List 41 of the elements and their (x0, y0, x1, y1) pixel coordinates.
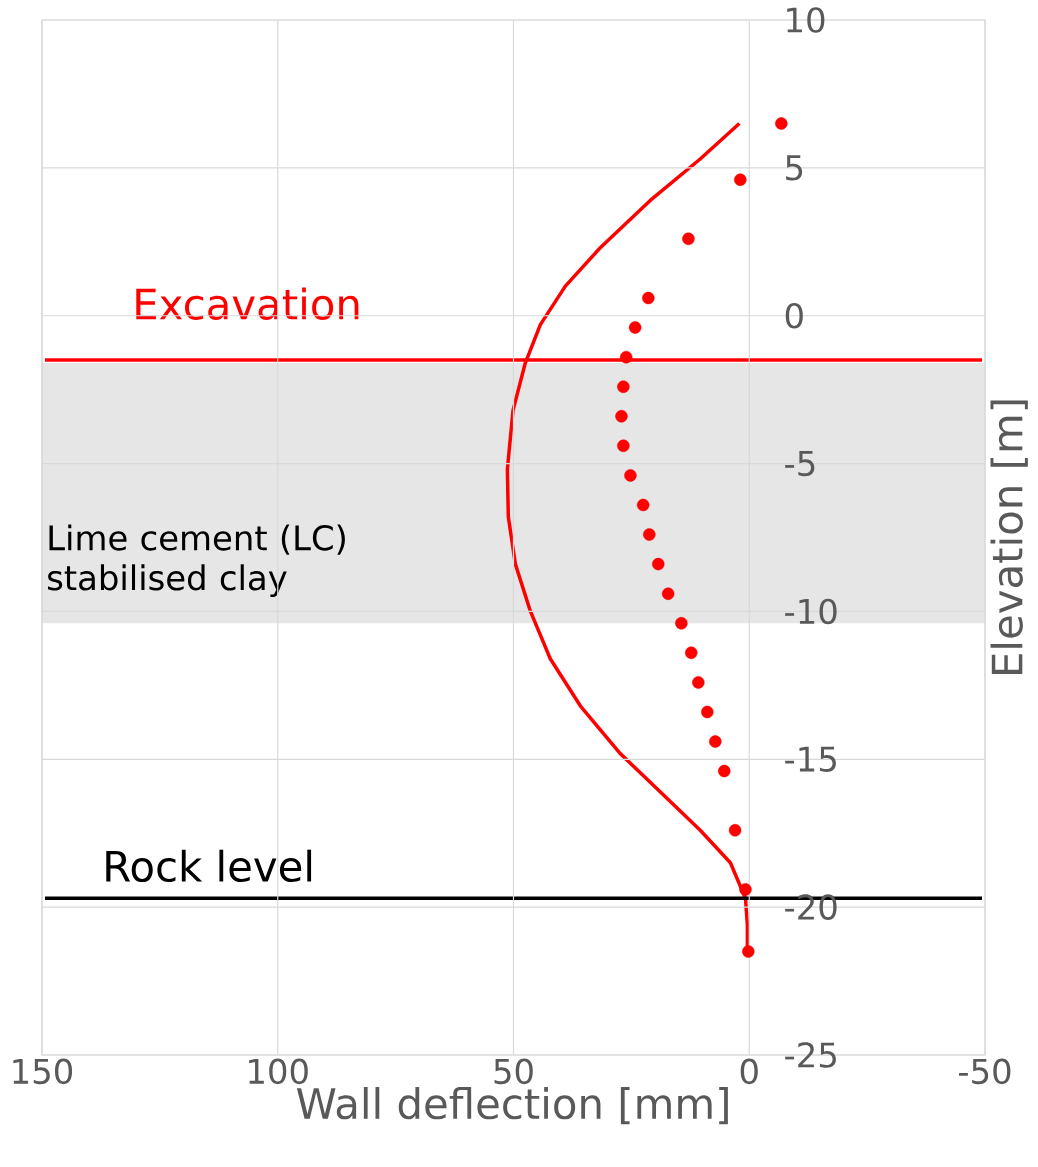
point (675, 617, 688, 630)
x-tick-label: 150 (13, 1058, 73, 1085)
point (615, 410, 628, 423)
point (728, 824, 742, 837)
point (617, 380, 630, 393)
y-tick-label: -20 (785, 894, 837, 920)
x-tick-label: 0 (740, 1058, 758, 1085)
point (742, 945, 755, 958)
y-tick-label: -15 (785, 746, 836, 772)
point (775, 117, 788, 130)
ref-line-label: Rock level (106, 849, 312, 883)
y-tick-label: 0 (785, 302, 803, 329)
point (682, 232, 695, 246)
point (709, 735, 722, 748)
y-tick-label: 10 (787, 7, 825, 33)
point (661, 587, 675, 600)
y-tick-label: 5 (786, 155, 803, 181)
ref-line-label: Excavation (136, 287, 359, 320)
x-tick-label: 50 (494, 1058, 533, 1085)
x-tick-label: 100 (249, 1058, 308, 1085)
band-label: Lime cement (LC) stabilised clay (48, 524, 345, 598)
point (636, 498, 650, 512)
y-tick-label: -10 (785, 598, 837, 625)
y-tick-label: -25 (785, 1042, 836, 1068)
y-axis-title: Elevation [m] (990, 400, 1028, 674)
point (692, 676, 705, 689)
point (643, 528, 656, 541)
point (685, 646, 698, 660)
point (642, 291, 655, 305)
point (617, 439, 630, 453)
point (739, 883, 752, 896)
point (718, 764, 731, 778)
point (701, 705, 714, 719)
point (652, 557, 665, 571)
point (624, 469, 637, 482)
point (734, 173, 747, 186)
point (628, 321, 642, 334)
x-axis-title: Wall deflection [mm] (296, 1086, 728, 1125)
y-tick-label: -5 (785, 451, 815, 477)
x-tick-label: -50 (958, 1058, 1011, 1085)
point (619, 350, 633, 364)
